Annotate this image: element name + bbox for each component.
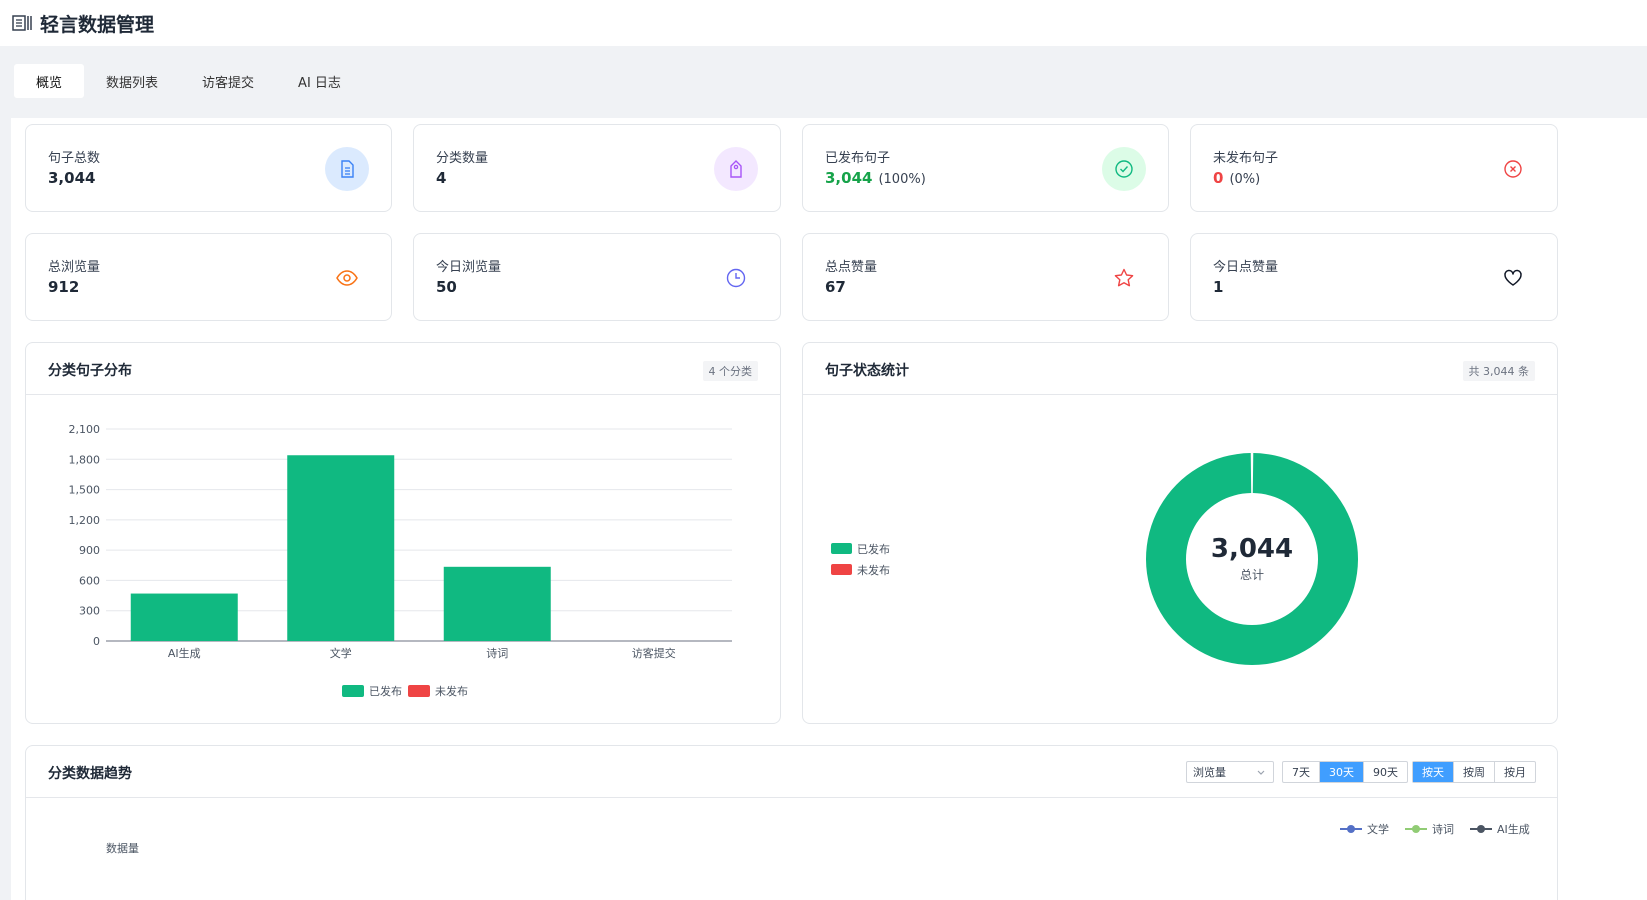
heart-icon [1491,256,1535,300]
range-toggle: 7天 30天 90天 [1282,761,1408,783]
stat-label: 分类数量 [436,151,489,166]
stat-label: 今日浏览量 [436,260,502,275]
y-tick-label: 900 [79,544,100,557]
tab-data-list[interactable]: 数据列表 [106,75,159,91]
chevron-down-icon [1257,770,1265,775]
legend-swatch [831,543,852,554]
legend-marker [1347,825,1355,833]
stat-card-unpublished: 未发布句子 0 (0%) [1190,124,1558,212]
stat-value: 0 (0%) [1213,169,1261,187]
metric-select[interactable]: 浏览量 [1186,761,1274,783]
granularity-toggle: 按天 按周 按月 [1412,761,1536,783]
panel-header: 句子状态统计 共 3,044 条 [803,343,1557,395]
y-tick-label: 1,800 [69,453,101,466]
range-7d-button[interactable]: 7天 [1283,762,1320,782]
tag-icon [714,147,758,191]
stat-label: 句子总数 [48,151,101,166]
y-tick-label: 600 [79,574,100,587]
stat-card-categories: 分类数量 4 [413,124,781,212]
stat-value: 50 [436,278,457,296]
legend-swatch [408,685,430,697]
legend-swatch [831,564,852,575]
stat-value: 4 [436,169,447,187]
status-stats-panel: 句子状态统计 共 3,044 条 3,044 总计 已发布未发布 [802,342,1558,724]
stat-value: 3,044 (100%) [825,169,926,187]
by-day-button[interactable]: 按天 [1413,762,1454,782]
stat-label: 已发布句子 [825,151,891,166]
overview-content: 句子总数 3,044 分类数量 4 已发布句子 3,044 (100%) 未发布句… [11,118,1647,900]
x-tick-label: 诗词 [486,646,508,660]
by-week-button[interactable]: 按周 [1454,762,1495,782]
stat-label: 今日点赞量 [1213,260,1279,275]
stat-card-published: 已发布句子 3,044 (100%) [802,124,1169,212]
stat-value: 912 [48,278,80,296]
legend-label: 未发布 [435,684,468,698]
y-tick-label: 1,500 [69,484,101,497]
check-circle-icon [1102,147,1146,191]
stat-card-today-views: 今日浏览量 50 [413,233,781,321]
legend-label: 未发布 [857,563,890,577]
stat-label: 未发布句子 [1213,151,1279,166]
y-tick-label: 1,200 [69,514,101,527]
x-tick-label: 访客提交 [632,646,676,660]
app-title: 轻言数据管理 [40,13,155,36]
legend-label: 文学 [1367,822,1389,836]
stat-card-total-views: 总浏览量 912 [25,233,392,321]
stat-card-total-sentences: 句子总数 3,044 [25,124,392,212]
legend-label: AI生成 [1497,822,1530,836]
bar-已发布-诗词 [443,566,551,641]
donut-center-label: 总计 [1240,568,1264,582]
trend-ylabel: 数据量 [106,842,139,855]
panel-title: 句子状态统计 [825,363,909,379]
stat-card-today-likes: 今日点赞量 1 [1190,233,1558,321]
range-30d-button[interactable]: 30天 [1320,762,1364,782]
main-tabs: 概览 数据列表 访客提交 AI 日志 [14,64,363,98]
legend-label: 已发布 [857,542,890,556]
range-90d-button[interactable]: 90天 [1373,766,1398,779]
tab-visitor-submissions[interactable]: 访客提交 [202,75,255,91]
x-tick-label: 文学 [330,646,352,660]
panel-header: 分类句子分布 4 个分类 [26,343,780,395]
star-icon [1102,256,1146,300]
clock-icon [714,256,758,300]
stat-value: 3,044 [48,169,96,187]
stat-label: 总点赞量 [825,260,878,275]
x-circle-icon [1491,147,1535,191]
legend-marker [1412,825,1420,833]
legend-swatch [342,685,364,697]
legend-marker [1477,825,1485,833]
by-month-button[interactable]: 按月 [1504,766,1526,779]
category-count-tag: 4 个分类 [702,361,758,381]
donut-slice-已发布 [1146,453,1358,665]
y-tick-label: 0 [93,635,100,648]
legend-label: 诗词 [1432,822,1454,836]
stat-value: 67 [825,278,846,296]
y-tick-label: 2,100 [69,423,101,436]
top-bar: 轻言数据管理 [0,0,1647,46]
bar-已发布-AI生成 [130,593,238,641]
document-icon [325,147,369,191]
stat-value: 1 [1213,278,1224,296]
panel-title: 分类句子分布 [48,363,132,379]
x-tick-label: AI生成 [168,646,201,660]
eye-icon [325,256,369,300]
panel-title: 分类数据趋势 [48,766,132,782]
category-trend-panel: 分类数据趋势 浏览量 7天 30天 90天 按天 按周 按月 数据量 文学 诗词 A… [25,745,1558,900]
panel-header: 分类数据趋势 浏览量 7天 30天 90天 按天 按周 按月 [26,746,1557,798]
total-count-tag: 共 3,044 条 [1462,361,1535,381]
category-distribution-panel: 分类句子分布 4 个分类 0 300 600 900 1,200 1,500 1,800 2,… [25,342,781,724]
stat-card-total-likes: 总点赞量 67 [802,233,1169,321]
donut-center-value: 3,044 [1211,534,1293,564]
tab-ai-log[interactable]: AI 日志 [298,75,341,91]
book-icon [12,15,32,31]
trend-legend: 文学 诗词 AI生成 [1340,822,1530,836]
stat-label: 总浏览量 [48,260,101,275]
bar-已发布-文学 [287,455,395,641]
category-bar-chart: 0 300 600 900 1,200 1,500 1,800 2,100 AI生成 文学 诗词 访客… [69,423,732,698]
y-tick-label: 300 [79,605,100,618]
tab-overview[interactable]: 概览 [14,64,85,98]
legend-label: 已发布 [369,684,402,698]
